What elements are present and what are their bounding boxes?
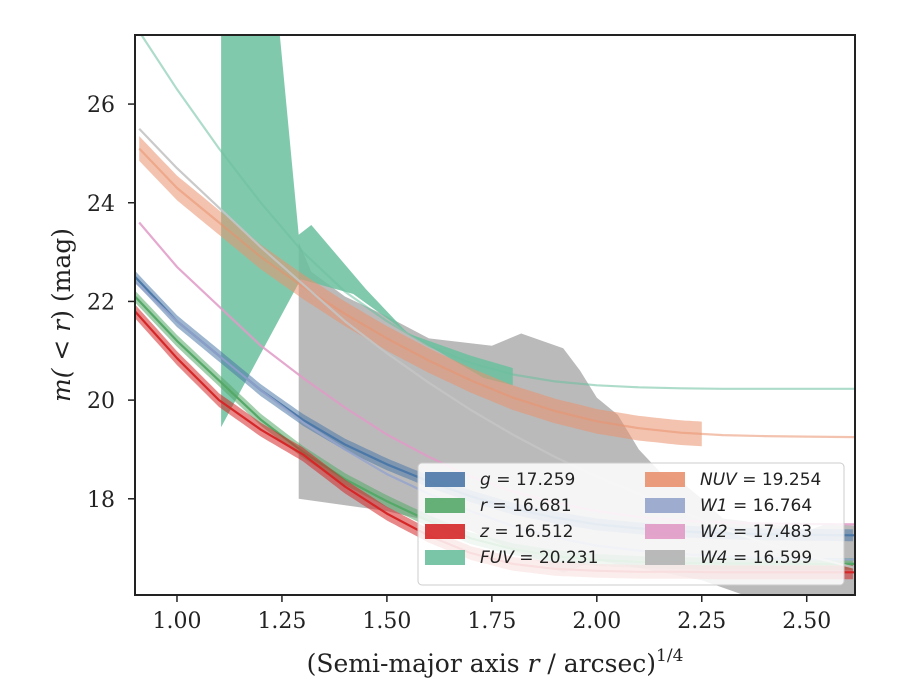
y-axis-label-post: ) (mag) [47,228,76,320]
x-axis-label-sup: 1/4 [656,646,683,666]
legend-label-g: g = 17.259 [480,470,575,490]
legend-var: W1 [700,496,728,516]
x-tick-label: 1.50 [362,609,411,634]
x-axis-ticks: 1.00 1.25 1.50 1.75 2.00 2.25 2.50 [152,595,831,634]
legend-value: = 16.681 [487,496,572,516]
x-tick-label: 1.75 [467,609,516,634]
legend-value: = 16.599 [728,548,813,568]
legend-swatch-nuv [645,472,685,487]
legend-var: W4 [700,548,728,568]
legend-var: z [479,522,490,542]
y-tick-label: 18 [87,488,115,513]
legend-label-z: z = 16.512 [479,522,573,542]
legend-var: r [480,496,488,516]
y-tick-label: 20 [87,389,115,414]
band-g [135,270,853,542]
legend-swatch-w1 [645,498,685,513]
legend-var: FUV [480,548,515,568]
fill-fuv-uncertainty [221,35,513,428]
legend-var: NUV [700,470,738,490]
legend-label-nuv: NUV = 19.254 [700,470,821,490]
legend-value: = 16.512 [489,522,574,542]
x-axis-label-post: / arcsec) [539,649,656,678]
legend-value: = 16.764 [728,496,813,516]
y-axis-ticks: 18 20 22 24 26 [87,93,135,513]
x-axis-label: (Semi-major axis r / arcsec)1/4 [307,646,684,678]
legend-label-fuv: FUV = 20.231 [480,548,598,568]
legend-value: = 19.254 [737,470,822,490]
x-tick-label: 2.00 [572,609,621,634]
legend-swatch-w2 [645,524,685,539]
legend-value: = 17.259 [491,470,576,490]
x-axis-label-pre: (Semi-major axis [307,649,528,678]
legend-value: = 17.483 [728,522,813,542]
legend-label-w4: W4 = 16.599 [700,548,812,568]
legend-var: g [480,470,491,490]
x-tick-label: 1.25 [257,609,306,634]
legend-swatch-g [425,472,465,487]
x-tick-label: 1.00 [152,609,201,634]
legend-swatch-r [425,498,465,513]
plot-frame [134,34,856,596]
line-fuv [140,35,855,390]
legend-swatch-w4 [645,550,685,565]
y-axis-label-var: r [47,318,76,332]
x-axis-label-var: r [528,649,542,678]
legend-swatch-z [425,524,465,539]
y-axis-label-pre: m( [47,367,76,402]
y-axis-label: m( < r) (mag) [47,228,76,402]
band-r [135,290,853,570]
legend-box [417,462,845,586]
legend-swatch-fuv [425,550,465,565]
legend-label-r: r = 16.681 [480,496,572,516]
legend-label-w1: W1 = 16.764 [700,496,812,516]
legend-label-w2: W2 = 17.483 [700,522,812,542]
y-tick-label: 24 [87,192,115,217]
x-tick-label: 2.50 [782,609,831,634]
x-tick-label: 2.25 [677,609,726,634]
y-tick-label: 22 [87,290,115,315]
y-axis-label-mid: < [47,332,76,369]
band-z [135,304,853,580]
y-tick-label: 26 [87,93,115,118]
legend-var: W2 [700,522,728,542]
line-nuv [138,147,855,439]
legend-value: = 20.231 [514,548,599,568]
